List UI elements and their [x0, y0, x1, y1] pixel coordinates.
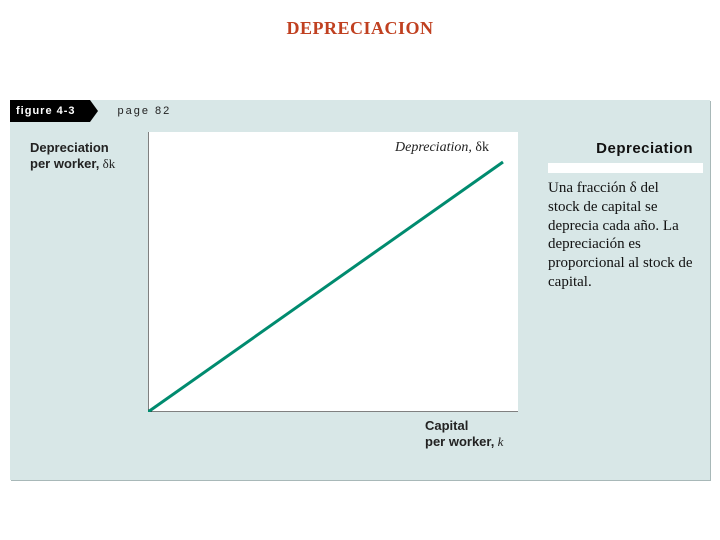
line-label-symbol: δk [475, 140, 489, 155]
line-label: Depreciation, δk [395, 140, 489, 156]
x-axis-label-line1: Capital [425, 418, 468, 433]
x-axis-label-symbol: k [494, 434, 503, 449]
y-axis-label: Depreciation per worker, δk [30, 140, 115, 173]
page-number-label: page 82 [118, 100, 172, 122]
figure-number-badge: figure 4-3 [10, 100, 90, 122]
depreciation-line [148, 162, 503, 412]
chart-svg [148, 132, 518, 412]
chart-area [148, 132, 518, 412]
x-axis-label: Capital per worker, k [425, 418, 503, 451]
line-label-text: Depreciation, [395, 140, 475, 155]
slide: DEPRECIACION figure 4-3 page 82 Deprecia… [0, 0, 720, 540]
x-axis-label-line2: per worker, [425, 434, 494, 449]
y-axis-label-line2: per worker, [30, 156, 99, 171]
y-axis-label-line1: Depreciation [30, 140, 109, 155]
figure-strip: figure 4-3 page 82 [10, 100, 171, 122]
slide-title: DEPRECIACION [0, 18, 720, 39]
right-title: Depreciation [548, 140, 693, 157]
badge-notch-icon [90, 100, 98, 122]
y-axis-label-symbol: δk [99, 156, 115, 171]
right-column: Depreciation Una fracción δ del stock de… [548, 140, 693, 292]
right-body-text: Una fracción δ del stock de capital se d… [548, 179, 693, 292]
